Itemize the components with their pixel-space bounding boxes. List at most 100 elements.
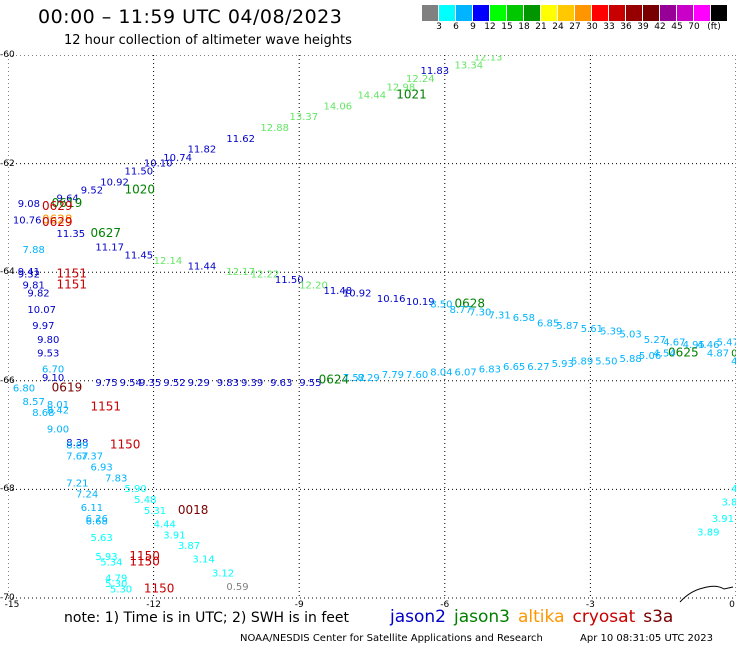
wave-height-value: 11.45 [124, 251, 153, 262]
wave-height-value: 3.89 [697, 528, 719, 539]
colorbar-tick-label: 24 [552, 22, 564, 32]
wave-height-value: 4.46 [697, 340, 719, 351]
wave-height-value: 6.26 [86, 514, 108, 525]
wave-height-value: 5.47 [717, 338, 736, 349]
colorbar-swatch [473, 5, 490, 21]
time-label: 0625 [668, 345, 699, 359]
map-grid [8, 55, 736, 599]
wave-height-value: 3.8 [721, 498, 736, 509]
wave-height-value: 7.37 [81, 452, 103, 463]
colorbar-tick-label: 15 [501, 22, 513, 32]
wave-height-value: 0.59 [226, 582, 248, 593]
wave-height-value: 4.44 [154, 519, 176, 530]
colorbar-tick-label: 21 [535, 22, 547, 32]
time-label: 0619 [52, 381, 83, 395]
wave-height-value: 10.07 [27, 305, 56, 316]
wave-height-value: 7.88 [23, 245, 45, 256]
wave-height-value: 8.29 [357, 373, 379, 384]
wave-height-value: 5.88 [620, 354, 642, 365]
wave-height-value: 14.06 [323, 101, 352, 112]
colorbar-swatch [643, 5, 660, 21]
wave-height-value: 5.39 [600, 327, 622, 338]
wave-height-value: 6.85 [537, 319, 559, 330]
colorbar-swatch [524, 5, 541, 21]
wave-height-value: 5.93 [552, 359, 574, 370]
legend-jason3: jason3 [454, 607, 510, 627]
credit-line: NOAA/NESDIS Center for Satellite Applica… [240, 633, 543, 644]
colorbar-tick-label: 33 [603, 22, 615, 32]
colorbar-swatch [422, 5, 439, 21]
wave-height-value: 5.87 [556, 321, 578, 332]
time-label: 1151 [91, 400, 122, 414]
wave-height-value: 7.83 [105, 473, 127, 484]
wave-height-value: 12.24 [406, 74, 435, 85]
wave-height-value: 4.79 [105, 574, 127, 585]
time-label: 1150 [129, 549, 160, 563]
wave-height-value: 8.01 [47, 400, 69, 411]
wave-height-value: 12.17 [226, 267, 255, 278]
colorbar-tick-label: 27 [569, 22, 581, 32]
colorbar-swatch [660, 5, 677, 21]
colorbar-tick-label: 70 [688, 22, 700, 32]
wave-height-value: 14.44 [357, 90, 386, 101]
colorbar-tick-label: 42 [654, 22, 666, 32]
wave-height-value: 10.92 [100, 177, 129, 188]
wave-height-value: 9.82 [27, 289, 49, 300]
wave-height-value: 5.31 [144, 506, 166, 517]
wave-height-value: 9.54 [120, 378, 142, 389]
time-label: 1150 [129, 554, 160, 568]
wave-height-value: 9.08 [18, 199, 40, 210]
legend-altika: altika [518, 607, 565, 627]
wave-height-value: 5.06 [639, 351, 661, 362]
latitude-label: -64 [0, 267, 15, 278]
wave-height-value: 8.42 [47, 405, 69, 416]
time-label: 0629 [42, 199, 73, 213]
wave-height-value: 5.61 [581, 324, 603, 335]
wave-height-value: 5.30 [105, 579, 127, 590]
wave-height-value: 9.52 [81, 185, 103, 196]
wave-height-value: 5.63 [91, 533, 113, 544]
wave-height-value: 12.98 [387, 82, 416, 93]
wave-height-value: 6.11 [81, 503, 103, 514]
wave-height-value: 8.77 [450, 305, 472, 316]
wave-height-value: 6.27 [527, 362, 549, 373]
wave-height-value: 6.93 [91, 462, 113, 473]
wave-height-value: 7.30 [469, 308, 491, 319]
legend-jason2: jason2 [390, 607, 446, 627]
colorbar-swatch [456, 5, 473, 21]
wave-height-value: 10.10 [144, 158, 173, 169]
colorbar-swatch [490, 5, 507, 21]
wave-height-value: 9.29 [188, 378, 210, 389]
coastline-path [679, 585, 734, 603]
wave-height-value: 5.27 [644, 335, 666, 346]
legend-s3a: s3a [643, 607, 674, 627]
latitude-label: -60 [0, 50, 15, 60]
wave-height-value: 0 [731, 348, 736, 359]
colorbar-tick-label: 39 [637, 22, 649, 32]
wave-height-value: 9.00 [47, 424, 69, 435]
wave-height-value: 3.87 [178, 541, 200, 552]
wave-height-value: 9.81 [23, 280, 45, 291]
wave-height-value: 6.83 [479, 365, 501, 376]
colorbar-tick-label: 30 [586, 22, 598, 32]
wave-height-value: 12.14 [154, 256, 183, 267]
colorbar-tick-label: 36 [620, 22, 632, 32]
wave-height-value: 9.97 [32, 321, 54, 332]
colorbar-swatch [558, 5, 575, 21]
coastline [679, 585, 734, 603]
colorbar-ticks: 3 6 9 12 15 18 21 24 27 30 33 36 39 42 45 70 (ft) [422, 22, 740, 34]
wave-height-value: 6.80 [13, 384, 35, 395]
wave-height-value: 12.88 [260, 123, 289, 134]
wave-height-value: 4.95 [683, 340, 705, 351]
wave-height-value: 9.80 [37, 335, 59, 346]
wave-height-value: 3.12 [212, 568, 234, 579]
colorbar-tick-label: 45 [671, 22, 683, 32]
wave-height-value: 8.50 [430, 299, 452, 310]
wave-height-value: 7.31 [488, 310, 510, 321]
wave-height-value: 10.19 [406, 297, 435, 308]
longitude-label: -15 [4, 600, 20, 610]
wave-height-value: 5.89 [571, 357, 593, 368]
time-label: 1151 [57, 267, 88, 281]
wave-height-value: 13.34 [455, 61, 484, 72]
